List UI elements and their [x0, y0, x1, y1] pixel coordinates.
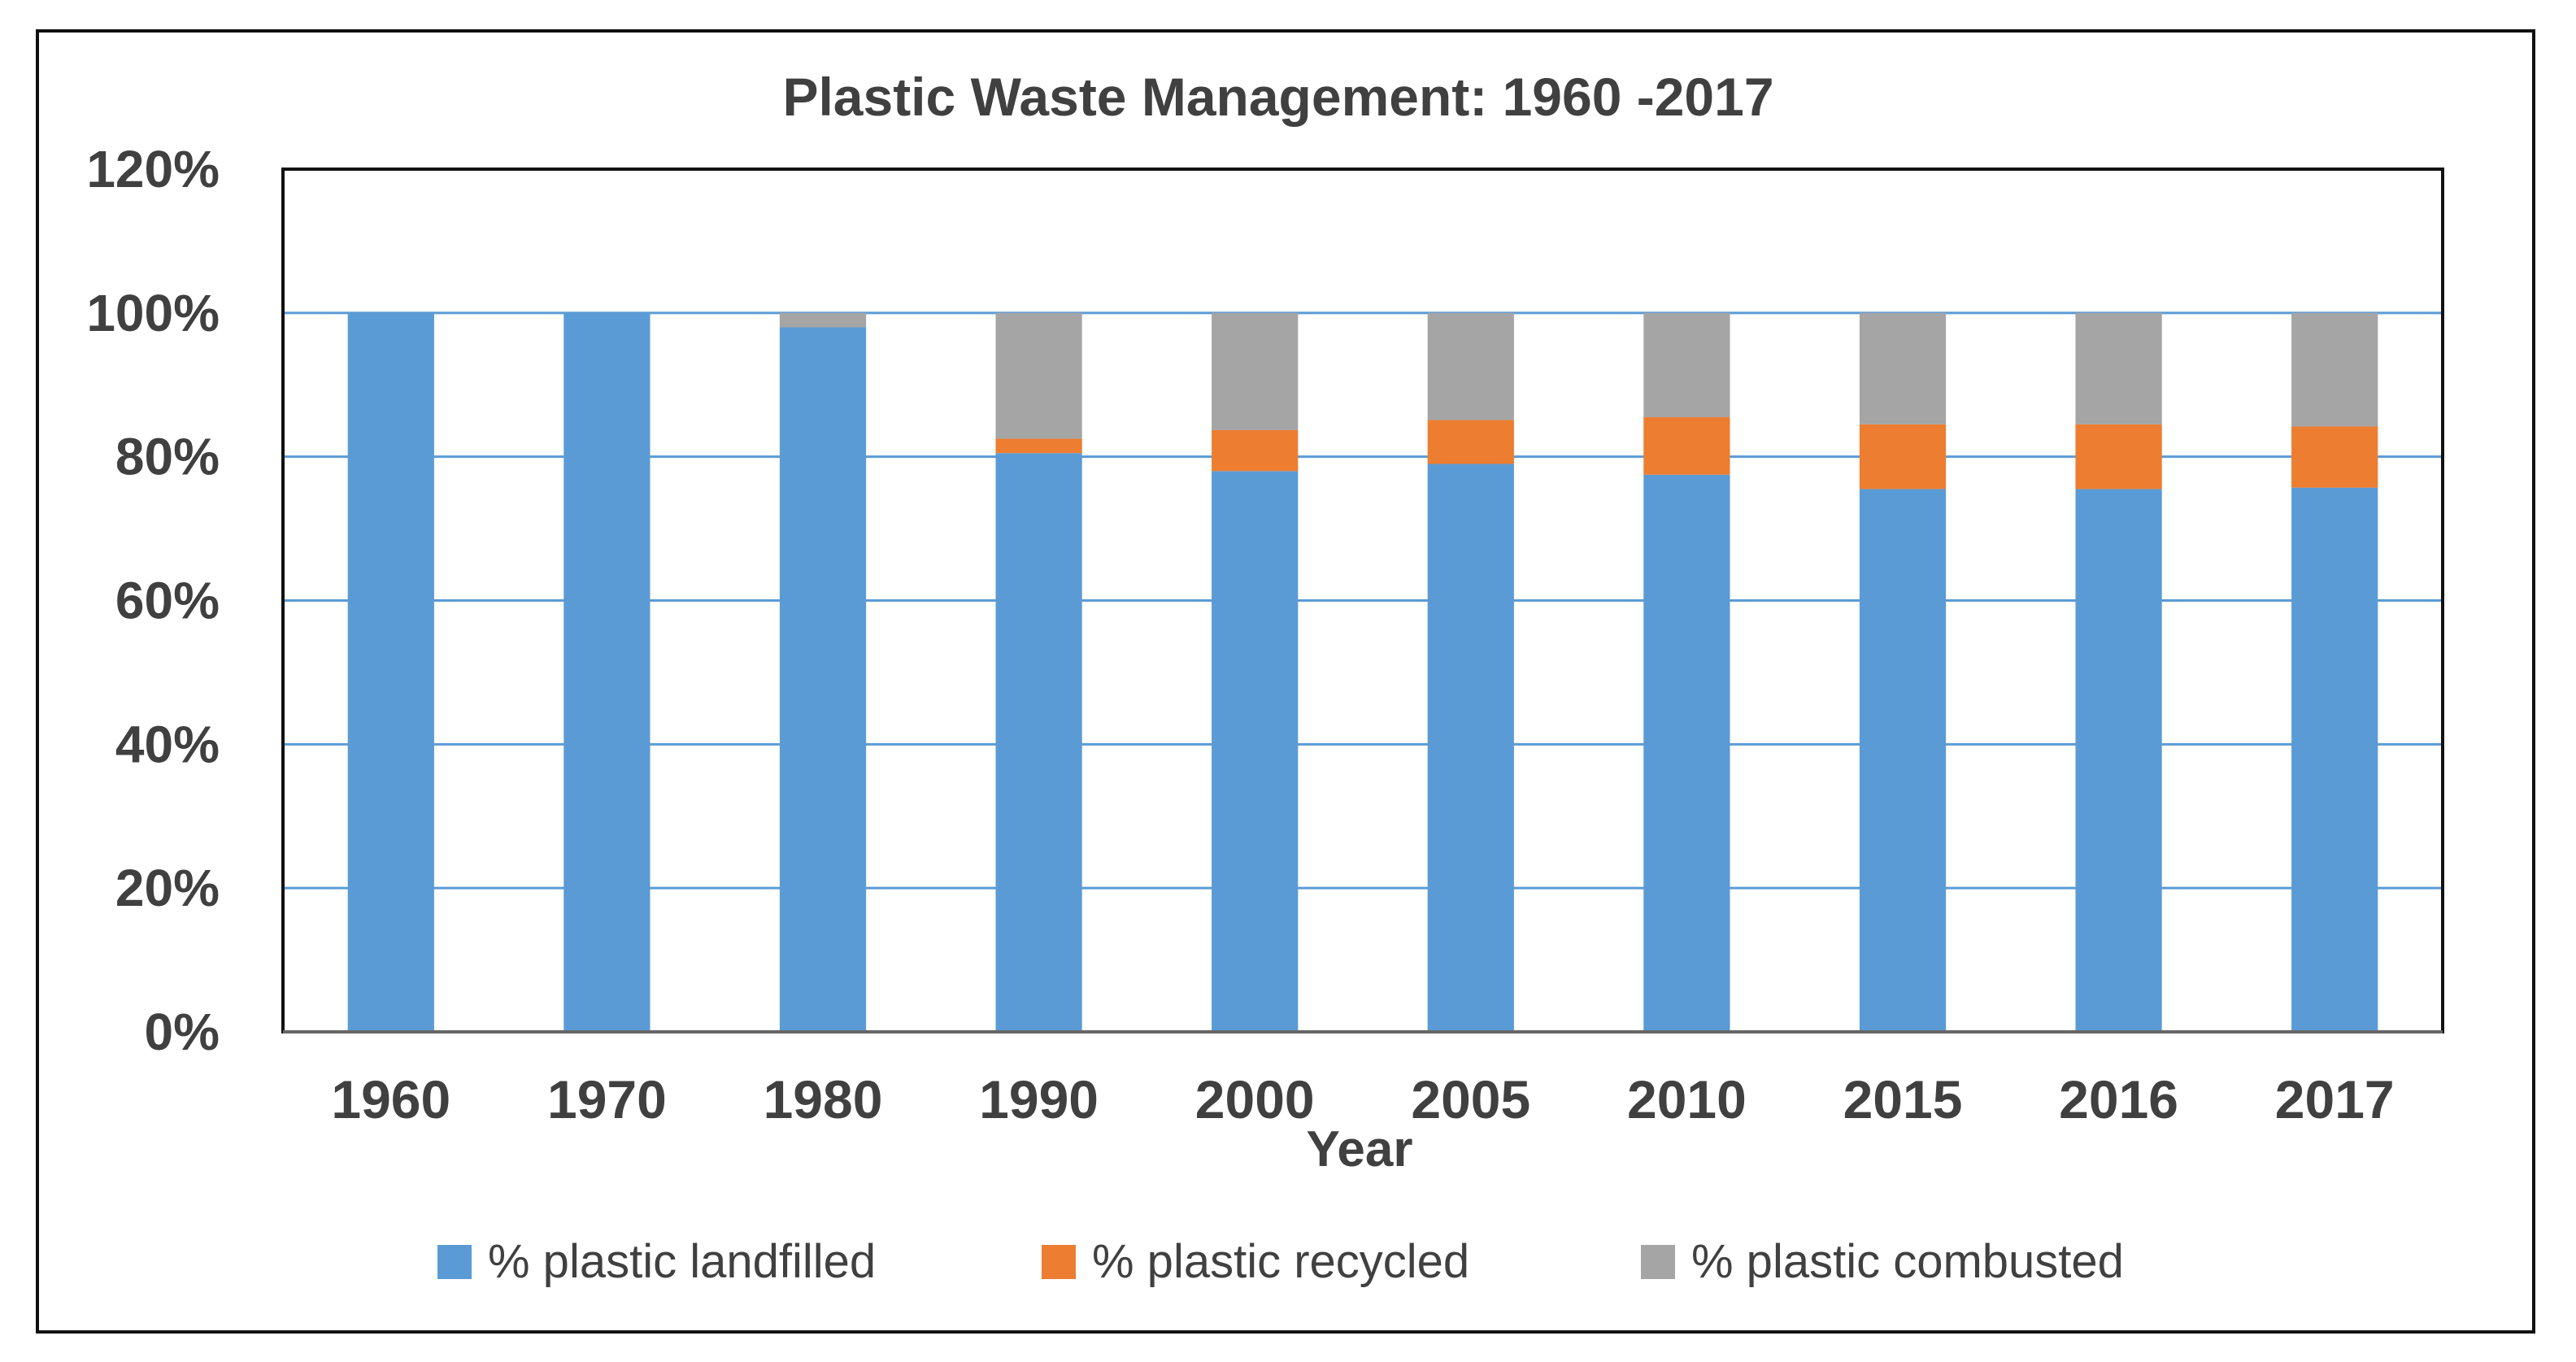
bar-1960-series-0 [347, 312, 434, 1032]
bar-2015-series-0 [1859, 489, 1947, 1032]
bars [347, 312, 2378, 1032]
y-tick-label: 20% [115, 859, 220, 917]
y-tick-label: 40% [115, 715, 220, 773]
bar-2015-series-1 [1859, 424, 1947, 490]
bar-2000-series-0 [1212, 471, 1299, 1032]
bar-2000-series-1 [1212, 429, 1299, 472]
y-tick-label: 80% [115, 428, 220, 486]
x-tick-label: 1980 [764, 1069, 883, 1129]
bar-2017-series-2 [2291, 312, 2378, 427]
bar-1990-series-1 [995, 438, 1082, 454]
bar-2016-series-1 [2075, 424, 2162, 490]
x-tick-label: 1990 [979, 1069, 1099, 1129]
y-tick-label: 0% [145, 1003, 220, 1061]
x-tick-label: 2010 [1627, 1069, 1747, 1129]
legend-swatch [1641, 1245, 1675, 1279]
bar-1980-series-2 [779, 312, 867, 328]
chart-title: Plastic Waste Management: 1960 -2017 [782, 67, 1773, 127]
bar-2010-series-0 [1643, 474, 1730, 1032]
legend-label: % plastic combusted [1691, 1235, 2124, 1288]
bar-1990-series-0 [995, 453, 1082, 1032]
y-tick-label: 100% [86, 284, 220, 342]
y-axis-tick-labels: 0% 20% 40% 60% 80% 100% 120% [86, 140, 220, 1061]
x-tick-label: 2017 [2275, 1069, 2395, 1129]
plot-area-border [281, 168, 2444, 1033]
bar-1990-series-2 [995, 312, 1082, 439]
x-axis-label: Year [1306, 1121, 1412, 1177]
bar-2017-series-1 [2291, 426, 2378, 488]
x-tick-label: 2005 [1411, 1069, 1530, 1129]
bar-2000-series-2 [1212, 312, 1299, 430]
y-tick-label: 60% [115, 572, 220, 630]
x-tick-label: 1960 [331, 1069, 450, 1129]
bar-1970-series-0 [564, 312, 651, 1032]
bar-2016-series-0 [2075, 489, 2162, 1032]
bar-2016-series-2 [2075, 312, 2162, 424]
x-tick-label: 2016 [2059, 1069, 2178, 1129]
legend-swatch [1042, 1245, 1076, 1279]
legend-swatch [437, 1245, 472, 1279]
x-tick-label: 1970 [547, 1069, 667, 1129]
bar-2010-series-1 [1643, 417, 1730, 475]
bar-2005-series-2 [1427, 312, 1514, 420]
x-tick-label: 2000 [1195, 1069, 1315, 1129]
chart-frame: Plastic Waste Management: 1960 -2017 0% 2… [36, 29, 2535, 1334]
bar-2005-series-0 [1427, 463, 1514, 1032]
bar-1980-series-0 [779, 327, 867, 1032]
legend-label: % plastic landfilled [488, 1235, 876, 1288]
legend-label: % plastic recycled [1092, 1235, 1469, 1288]
chart-svg: Plastic Waste Management: 1960 -2017 0% 2… [86, 67, 2444, 1288]
y-tick-label: 120% [86, 140, 220, 198]
x-tick-label: 2015 [1843, 1069, 1963, 1129]
bar-2005-series-1 [1427, 420, 1514, 464]
x-axis-tick-labels: 1960 1970 1980 1990 2000 2005 2010 2015 2016 2017 [331, 1069, 2394, 1129]
bar-2010-series-2 [1643, 312, 1730, 418]
bar-2015-series-2 [1859, 312, 1947, 424]
legend: % plastic landfilled % plastic recycled % … [437, 1235, 2124, 1288]
bar-2017-series-0 [2291, 487, 2378, 1032]
